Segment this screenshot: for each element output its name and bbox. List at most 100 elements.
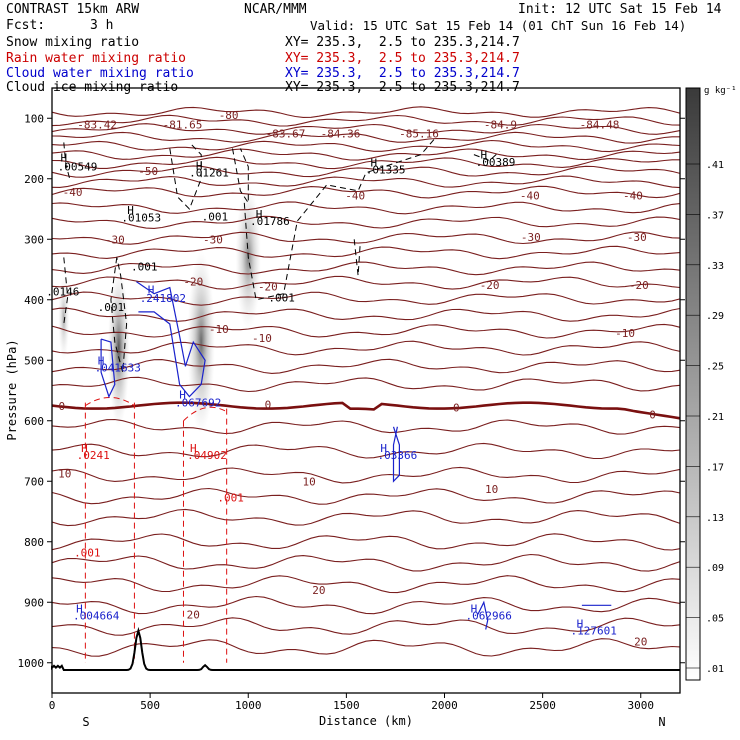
snow-extremum-label: .0146 xyxy=(46,285,79,298)
temperature-label: 0 xyxy=(59,400,66,413)
colorbar-tick-label: .29 xyxy=(706,311,724,322)
colorbar-tick-label: .01 xyxy=(706,664,724,675)
isotherm-line xyxy=(51,175,681,189)
forecast-label: Fcst: xyxy=(6,18,46,33)
isotherm-line xyxy=(51,201,681,215)
temperature-label: 10 xyxy=(485,483,498,496)
colorbar-tick-label: .37 xyxy=(706,210,724,221)
y-tick-label: 200 xyxy=(24,173,44,186)
rain-extremum-label: .0241 xyxy=(77,449,110,462)
snow-extremum-label: H xyxy=(371,156,378,169)
temperature-label: -20 xyxy=(629,279,649,292)
y-tick-label: 500 xyxy=(24,354,44,367)
temperature-label: -84.48 xyxy=(580,118,620,131)
rain-extremum-label: .001 xyxy=(217,492,244,505)
isotherm-line xyxy=(51,114,681,127)
cloudwater-contour-2 xyxy=(392,426,400,483)
field-cloudwater-label: Cloud water mixing ratio xyxy=(6,66,194,81)
isotherm-line xyxy=(51,156,680,170)
forecast-value: 3 h xyxy=(90,18,114,33)
isotherm-line xyxy=(51,131,680,144)
snow-contour-2 xyxy=(169,142,202,210)
cloudwater-extremum-label: H xyxy=(179,389,186,402)
temperature-label: -83.67 xyxy=(266,127,306,140)
cloudwater-extremum-label: H xyxy=(380,442,387,455)
cloudwater-extremum-label: .067692 xyxy=(175,397,221,410)
isotherm-line xyxy=(51,553,681,572)
temperature-label: -20 xyxy=(183,276,203,289)
snow-extremum-label: H xyxy=(127,204,134,217)
snow-extremum-label: H xyxy=(480,149,487,162)
rain-extremum-label: H xyxy=(81,442,88,455)
temperature-label: 20 xyxy=(634,636,647,649)
colorbar-ramp xyxy=(685,87,701,681)
isotherm-line xyxy=(51,245,681,260)
temperature-label: -81.65 xyxy=(163,118,203,131)
isotherm-line xyxy=(51,533,681,551)
snow-extremum-label: .01335 xyxy=(366,164,406,177)
rain-extremum-label: H xyxy=(190,442,197,455)
temperature-label: 0 xyxy=(649,409,656,422)
field-cloudwater-xy: XY= 235.3, 2.5 to 235.3,214.7 xyxy=(285,66,520,81)
temperature-label: -10 xyxy=(209,323,229,336)
snow-extremum-label: .001 xyxy=(268,291,295,304)
snow-extremum-label: H xyxy=(256,208,263,221)
isotherm-line xyxy=(51,340,681,356)
temperature-label: 10 xyxy=(58,467,71,480)
temperature-label: -85.16 xyxy=(399,127,439,140)
snow-contour-1 xyxy=(110,257,128,373)
plot-frame xyxy=(51,87,681,694)
cloudwater-extremum-label: .062966 xyxy=(465,610,511,623)
y-tick-label: 100 xyxy=(24,112,44,125)
cloudwater-extremum-label: H xyxy=(76,602,83,615)
isotherm-line xyxy=(51,487,681,505)
isotherm-line xyxy=(51,215,681,229)
field-rain-xy: XY= 235.3, 2.5 to 235.3,214.7 xyxy=(285,51,520,66)
y-tick-label: 400 xyxy=(24,294,44,307)
isotherm-line xyxy=(51,508,681,527)
x-tick-label: 1000 xyxy=(235,699,262,712)
colorbar-tick-label: .05 xyxy=(706,614,724,625)
temperature-label: 20 xyxy=(187,608,200,621)
freezing-level-line xyxy=(51,401,681,420)
temperature-label: 0 xyxy=(453,401,460,414)
snow-contour-6 xyxy=(473,151,500,162)
snow-extremum-label: .001 xyxy=(98,301,125,314)
cloudwater-extremum-label: H xyxy=(577,617,584,630)
snow-blob-0 xyxy=(58,275,70,361)
organization: NCAR/MMM xyxy=(244,2,307,17)
rain-contour-top-a xyxy=(85,396,135,407)
x-tick-label: 500 xyxy=(140,699,160,712)
colorbar: .41 .37 .33 .29 .25 .21 .17 .13 .09 .05 .01 g kg⁻¹ xyxy=(685,86,737,681)
cloudwater-extremum-label: .241802 xyxy=(140,292,186,305)
temperature-label: -80 xyxy=(219,109,239,122)
snow-contour-7 xyxy=(63,257,69,325)
rain-contour-top-b xyxy=(183,406,227,422)
contour-labels: -83.42 -81.65 -80 -83.67 -84.36 -85.16 -84.9 -8… xyxy=(46,109,656,648)
isotherm-line xyxy=(51,139,681,153)
temperature-label: -30 xyxy=(203,233,223,246)
contour-fields xyxy=(51,136,680,671)
temperature-label: -84.36 xyxy=(321,127,361,140)
snow-extremum-label: .01261 xyxy=(189,167,229,180)
snow-contour-0 xyxy=(63,142,71,179)
snow-contour-4 xyxy=(243,136,438,301)
isotherm-line xyxy=(51,165,681,178)
cloudwater-extremum-label: H xyxy=(98,354,105,367)
isotherm-line xyxy=(51,123,681,135)
colorbar-tick-label: .41 xyxy=(706,160,724,171)
isotherm-line xyxy=(51,148,681,161)
snow-extremum-label: .00389 xyxy=(476,156,516,169)
endpoint-right: N xyxy=(658,715,665,729)
y-tick-label: 600 xyxy=(24,415,44,428)
init-time: Init: 12 UTC Sat 15 Feb 14 xyxy=(518,2,722,17)
colorbar-tick-label: .25 xyxy=(706,362,724,373)
chart-title: CONTRAST 15km ARW xyxy=(6,2,140,17)
isotherm-line xyxy=(51,418,681,435)
isotherm-line xyxy=(51,466,681,484)
y-tick-label: 900 xyxy=(24,596,44,609)
temperature-label: -83.42 xyxy=(77,118,117,131)
